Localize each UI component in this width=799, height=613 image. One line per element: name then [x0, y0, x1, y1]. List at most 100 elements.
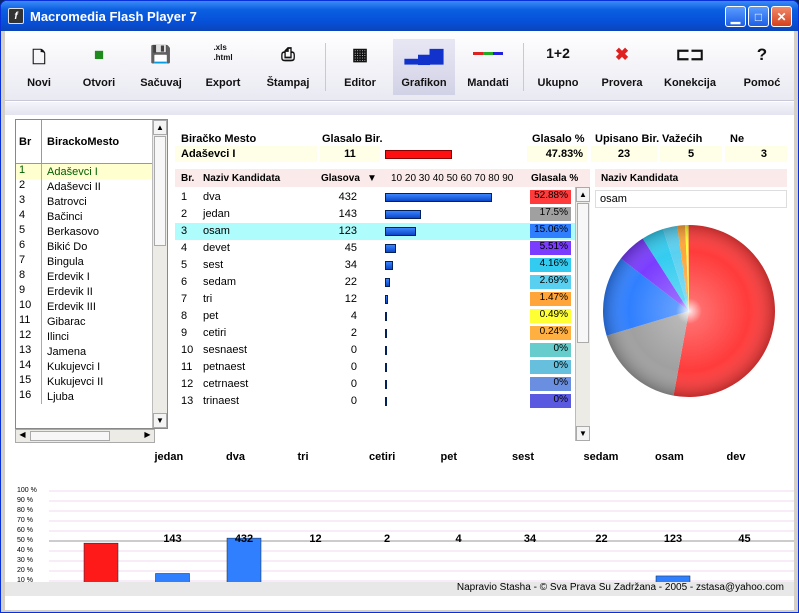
- row-votes: 0: [350, 344, 357, 356]
- row-percentage: 0%: [530, 343, 571, 357]
- list-item[interactable]: 2 Adaševci II: [16, 179, 167, 194]
- candidate-name-field[interactable]: osam: [595, 190, 787, 208]
- close-button[interactable]: ✕: [771, 6, 792, 27]
- toolbar-separator: [523, 43, 524, 91]
- table-row[interactable]: 11 petnaest 0 0%: [175, 359, 575, 376]
- table-row[interactable]: 3 osam 123 15.06%: [175, 223, 575, 240]
- list-item[interactable]: 7 Bingula: [16, 254, 167, 269]
- scroll-up-arrow-icon[interactable]: ▲: [576, 187, 590, 202]
- new-document-icon: 🗋: [32, 48, 46, 67]
- table-row[interactable]: 6 sedam 22 2.69%: [175, 274, 575, 291]
- mandati-button[interactable]: ▬▬▬ Mandati: [459, 39, 517, 95]
- y-tick-label: 20 %: [17, 567, 33, 574]
- title-bar[interactable]: f Macromedia Flash Player 7 ▁ □ ✕: [1, 1, 798, 31]
- scroll-left-arrow-icon[interactable]: ◀: [19, 430, 26, 439]
- scroll-thumb[interactable]: [577, 203, 589, 343]
- scroll-up-arrow-icon[interactable]: ▲: [153, 120, 167, 135]
- pomoc-button[interactable]: ? Pomoć: [735, 39, 789, 95]
- scroll-right-arrow-icon[interactable]: ▶: [144, 430, 151, 439]
- summary-vazecih-header: Važećih: [662, 133, 703, 145]
- list-item[interactable]: 9 Erdevik II: [16, 284, 167, 299]
- mandati-label: Mandati: [467, 77, 509, 89]
- printer-icon: ⎙: [281, 45, 295, 64]
- candidate-results-table[interactable]: Br. Naziv Kandidata Glasova ▼ 10 20 30 4…: [175, 169, 590, 441]
- row-vote-bar: [385, 329, 387, 338]
- flash-app-icon: f: [8, 8, 24, 24]
- row-votes: 2: [350, 327, 357, 339]
- sort-arrow-icon[interactable]: ▼: [367, 173, 377, 184]
- otvori-button[interactable]: ■ Otvori: [71, 39, 127, 95]
- summary-vazecih-value: 5: [660, 146, 722, 162]
- ukupno-button[interactable]: 1+2 Ukupno: [529, 39, 587, 95]
- novi-button[interactable]: 🗋 Novi: [15, 39, 63, 95]
- row-number: 1: [181, 191, 188, 203]
- y-tick-label: 30 %: [17, 557, 33, 564]
- list-item[interactable]: 15 Kukujevci II: [16, 374, 167, 389]
- row-votes: 0: [350, 378, 357, 390]
- list-item[interactable]: 6 Bikić Do: [16, 239, 167, 254]
- col-name-header[interactable]: BirackoMesto: [47, 135, 120, 148]
- minimize-button[interactable]: ▁: [725, 6, 746, 27]
- konekcija-label: Konekcija: [664, 77, 716, 89]
- export-button[interactable]: .xls .html Export: [195, 39, 251, 95]
- list-horizontal-scrollbar[interactable]: ◀ ▶: [15, 429, 155, 443]
- sacuvaj-button[interactable]: 💾 Sačuvaj: [133, 39, 189, 95]
- table-row[interactable]: 1 dva 432 52.88%: [175, 189, 575, 206]
- editor-button[interactable]: ▦ Editor: [331, 39, 389, 95]
- bar-category-label: dev: [726, 451, 746, 463]
- list-item[interactable]: 4 Bačinci: [16, 209, 167, 224]
- h-scroll-thumb[interactable]: [30, 431, 110, 441]
- list-item[interactable]: 13 Jamena: [16, 344, 167, 359]
- results-vertical-scrollbar[interactable]: ▲ ▼: [575, 187, 590, 441]
- stampaj-button[interactable]: ⎙ Štampaj: [257, 39, 319, 95]
- list-item[interactable]: 3 Batrovci: [16, 194, 167, 209]
- list-item-number: 8: [16, 269, 42, 284]
- col-candidate-header[interactable]: Naziv Kandidata: [203, 173, 281, 184]
- list-vertical-scrollbar[interactable]: ▲ ▼: [152, 120, 167, 428]
- scroll-thumb[interactable]: [154, 136, 166, 246]
- table-row[interactable]: 7 tri 12 1.47%: [175, 291, 575, 308]
- col-br-header[interactable]: Br.: [181, 173, 195, 184]
- list-item[interactable]: 5 Berkasovo: [16, 224, 167, 239]
- table-row[interactable]: 2 jedan 143 17.5%: [175, 206, 575, 223]
- bar-scale-header: 10 20 30 40 50 60 70 80 90: [391, 173, 514, 184]
- table-row[interactable]: 12 cetrnaest 0 0%: [175, 376, 575, 393]
- row-candidate-name: tri: [203, 293, 213, 305]
- polling-station-list[interactable]: Br BirackoMesto 1 Adaševci I 2 Adaševci II 3…: [15, 119, 168, 429]
- list-item-number: 1: [16, 164, 42, 179]
- list-item[interactable]: 1 Adaševci I: [16, 164, 167, 179]
- scroll-down-arrow-icon[interactable]: ▼: [576, 426, 590, 441]
- vote-share-pie-chart[interactable]: [595, 217, 783, 405]
- table-row[interactable]: 10 sesnaest 0 0%: [175, 342, 575, 359]
- list-item[interactable]: 14 Kukujevci I: [16, 359, 167, 374]
- list-item[interactable]: 11 Gibarac: [16, 314, 167, 329]
- table-row[interactable]: 9 cetiri 2 0.24%: [175, 325, 575, 342]
- col-br-header[interactable]: Br: [16, 120, 42, 163]
- scroll-down-arrow-icon[interactable]: ▼: [153, 413, 167, 428]
- row-vote-bar: [385, 227, 416, 236]
- col-votes-header[interactable]: Glasova: [321, 173, 360, 184]
- table-row[interactable]: 5 sest 34 4.16%: [175, 257, 575, 274]
- list-item-name: Batrovci: [47, 195, 87, 208]
- grafikon-button[interactable]: ▂▄▆ Grafikon: [393, 39, 455, 95]
- konekcija-button[interactable]: ⊏⊐ Konekcija: [657, 39, 723, 95]
- table-row[interactable]: 8 pet 4 0.49%: [175, 308, 575, 325]
- list-item[interactable]: 12 Ilinci: [16, 329, 167, 344]
- list-item-name: Jamena: [47, 345, 87, 358]
- list-item-name: Bingula: [47, 255, 84, 268]
- col-pct-header[interactable]: Glasala %: [531, 173, 579, 184]
- list-item[interactable]: 16 Ljuba: [16, 389, 167, 404]
- summary-glasalo-header: Glasalo Bir.: [322, 133, 383, 145]
- table-row[interactable]: 13 trinaest 0 0%: [175, 393, 575, 410]
- connection-plug-icon: ⊏⊐: [675, 45, 705, 64]
- maximize-button[interactable]: □: [748, 6, 769, 27]
- list-item[interactable]: 10 Erdevik III: [16, 299, 167, 314]
- list-item-number: 13: [16, 344, 42, 359]
- provera-button[interactable]: ✖ Provera: [593, 39, 651, 95]
- bar-count-label: 4: [455, 533, 462, 545]
- y-tick-label: 10 %: [17, 577, 33, 584]
- bar-count-label: 34: [523, 533, 537, 545]
- row-vote-bar: [385, 193, 492, 202]
- list-item[interactable]: 8 Erdevik I: [16, 269, 167, 284]
- table-row[interactable]: 4 devet 45 5.51%: [175, 240, 575, 257]
